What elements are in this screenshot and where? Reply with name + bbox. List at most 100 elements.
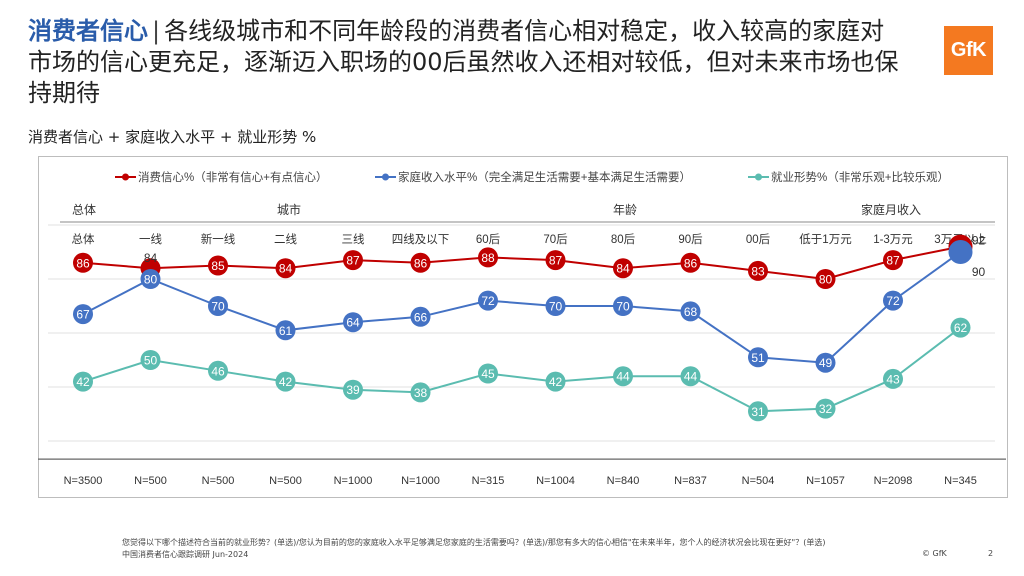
- chart-frame: [38, 156, 1008, 498]
- sample-size-labels: N=3500 N=500 N=500 N=500 N=1000 N=1000 N=315 N=…: [64, 475, 977, 487]
- data-point: [275, 258, 296, 279]
- data-label: 87: [886, 254, 900, 268]
- data-point: [680, 366, 701, 387]
- category-label: 80后: [611, 233, 635, 246]
- data-label: 42: [76, 375, 90, 389]
- category-label: 1-3万元: [873, 234, 913, 246]
- category-label: 总体: [72, 232, 95, 246]
- data-label: 86: [414, 256, 428, 270]
- data-point: [883, 250, 903, 271]
- data-point: [748, 260, 768, 281]
- category-label: 一线: [139, 232, 162, 246]
- category-label: 00后: [746, 233, 770, 246]
- data-point: [208, 296, 228, 316]
- data-label: 87: [346, 254, 360, 268]
- data-point: [73, 252, 93, 273]
- data-label: 61: [279, 324, 293, 338]
- data-point: [275, 371, 296, 392]
- data-point: [815, 269, 836, 289]
- group-label: 家庭月收入: [861, 202, 921, 217]
- data-label: 50: [144, 354, 158, 368]
- sample-size-label: N=840: [607, 475, 640, 487]
- legend-label: 家庭收入水平%（完全满足生活需要+基本满足生活需要）: [398, 170, 691, 184]
- data-point: [748, 401, 768, 422]
- data-point: [815, 352, 836, 373]
- page-title: 消费者信心 | 各线级城市和不同年龄段的消费者信心相对稳定，收入较高的家庭对市场的信…: [28, 16, 908, 109]
- title-accent: 消费者信心: [28, 17, 148, 45]
- data-label: 70: [549, 300, 563, 314]
- data-label: 80: [144, 273, 158, 287]
- category-label: 70后: [543, 233, 567, 246]
- group-label: 总体: [72, 203, 96, 217]
- data-point: [140, 350, 161, 370]
- sample-size-label: N=837: [674, 475, 707, 487]
- data-series: 86 84 85 84 87 86 88 87 84 86 83 80 87 92 67 80 70 61 64 66…: [73, 234, 985, 422]
- data-point: [478, 290, 498, 311]
- data-label: 84: [616, 262, 630, 276]
- data-point: [73, 304, 93, 325]
- data-label: 86: [684, 256, 698, 270]
- category-labels: 总体 一线 新一线 二线 三线 四线及以下 60后 70后 80后 90后 00后 低于1万元 1-3万…: [72, 232, 987, 246]
- data-label: 38: [414, 386, 428, 400]
- data-point: [613, 296, 633, 316]
- category-label: 60后: [476, 233, 500, 246]
- data-point: [545, 250, 566, 271]
- chart-gridlines: [38, 224, 1006, 460]
- data-label: 70: [211, 300, 225, 314]
- data-label: 84: [279, 262, 293, 276]
- data-point: [680, 301, 701, 322]
- data-label: 62: [954, 321, 968, 335]
- legend-item: 就业形势%（非常乐观+比较乐观）: [748, 170, 949, 184]
- data-label: 32: [819, 402, 833, 416]
- sample-size-label: N=500: [134, 475, 167, 487]
- data-point: [950, 317, 971, 338]
- legend-marker: [755, 173, 762, 181]
- sample-size-label: N=504: [742, 475, 775, 487]
- series-line: [82, 326, 962, 413]
- data-label: 84: [144, 251, 158, 265]
- category-label: 低于1万元: [799, 233, 852, 246]
- sample-size-label: N=1004: [536, 475, 575, 487]
- chart-subtitle: 消费者信心 + 家庭收入水平 + 就业形势 %: [28, 128, 317, 146]
- data-label: 46: [211, 364, 225, 378]
- series-line: [82, 245, 961, 281]
- data-point: [208, 255, 228, 276]
- data-point: [410, 252, 431, 273]
- data-point: [208, 360, 228, 381]
- data-label: 88: [481, 251, 495, 265]
- title-text: 各线级城市和不同年龄段的消费者信心相对稳定，收入较高的家庭对市场的信心更充足，逐…: [28, 17, 899, 107]
- data-label: 51: [751, 351, 765, 365]
- data-label: 67: [76, 308, 90, 322]
- series-3: 42 50 46 42 39 38 45 42 44 44 31 32 43 62: [73, 317, 971, 422]
- legend-marker: [122, 173, 129, 181]
- data-point: [613, 258, 633, 279]
- data-label: 85: [211, 259, 225, 273]
- data-label: 42: [549, 375, 563, 389]
- data-point: [545, 296, 566, 316]
- sample-size-label: N=500: [202, 475, 235, 487]
- data-label: 39: [346, 383, 360, 397]
- data-label: 66: [414, 310, 428, 324]
- data-point: [343, 379, 363, 400]
- legend-item: 家庭收入水平%（完全满足生活需要+基本满足生活需要）: [375, 170, 691, 184]
- data-label: 49: [819, 356, 833, 370]
- data-label: 90: [972, 265, 986, 279]
- data-point: [140, 269, 161, 289]
- footnote-question: 您觉得以下哪个描述符合当前的就业形势？(单选)/您认为目前的您的家庭收入水平足够…: [122, 538, 826, 547]
- data-point: [883, 290, 903, 311]
- data-point: [613, 366, 633, 387]
- data-label: 92: [972, 234, 986, 248]
- data-label: 43: [886, 372, 900, 386]
- gfk-logo: GfK: [944, 26, 993, 75]
- footnote: 您觉得以下哪个描述符合当前的就业形势？(单选)/您认为目前的您的家庭收入水平足够…: [122, 537, 982, 561]
- data-point: [948, 240, 973, 264]
- data-label: 86: [76, 256, 90, 270]
- sample-size-label: N=345: [944, 475, 977, 487]
- data-label: 72: [886, 294, 900, 308]
- series-line: [82, 251, 962, 364]
- legend-item: 消费信心%（非常有信心+有点信心）: [115, 170, 327, 184]
- data-point: [73, 371, 93, 392]
- category-label: 三线: [342, 232, 365, 246]
- category-groups: 总体 城市 年龄 家庭月收入: [60, 202, 995, 223]
- data-point: [410, 382, 431, 403]
